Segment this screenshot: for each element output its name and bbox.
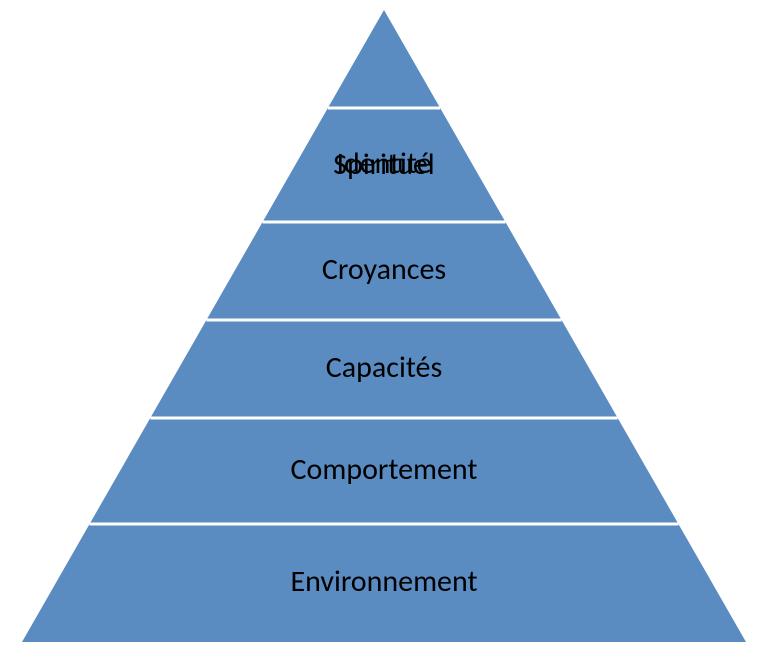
- pyramid-diagram: SpirituelIdentitéCroyancesCapacitésCompo…: [0, 0, 768, 660]
- pyramid-shape: [0, 0, 768, 660]
